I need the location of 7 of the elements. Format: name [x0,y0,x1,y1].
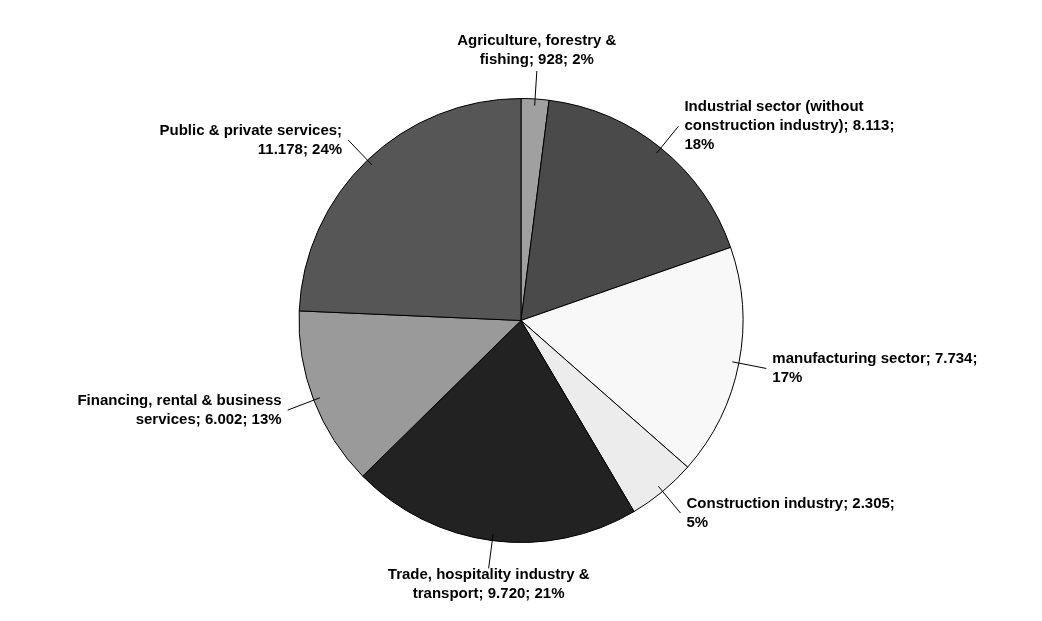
slice-label: Financing, rental & business services; 6.002; 13% [77,390,282,427]
slice-label: Trade, hospitality industry & transport; 9.720; 21% [387,564,590,601]
slice-label: Agriculture, forestry & fishing; 928; 2% [457,31,617,68]
slice-label: Public & private services; 11.178; 24% [159,120,343,157]
slice-label: Construction industry; 2.305; 5% [686,493,895,530]
slice-label: Industrial sector (without construction industry); 8.113; 18% [684,97,895,153]
slice-label: manufacturing sector; 7.734; 17% [772,349,978,386]
